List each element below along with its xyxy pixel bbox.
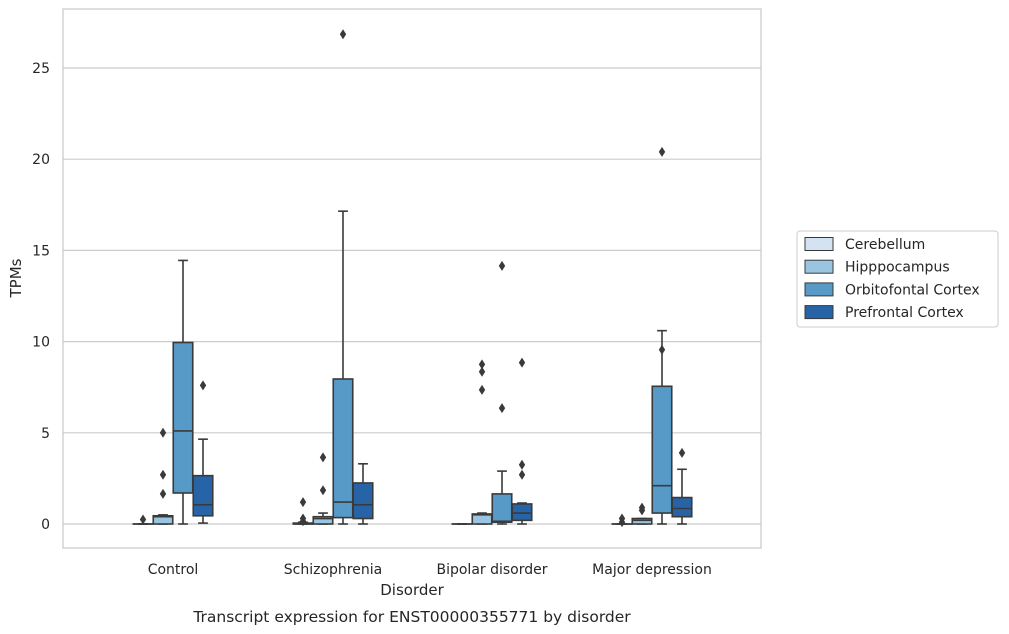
legend-swatch — [804, 259, 834, 274]
legend-item: Cerebellum — [804, 237, 925, 253]
box-series — [132, 29, 693, 528]
box-iqr — [491, 493, 513, 523]
chart-caption: Transcript expression for ENST0000035577… — [192, 608, 631, 626]
legend-item: Orbitofontal Cortex — [804, 282, 980, 298]
legend-label: Prefrontal Cortex — [845, 305, 964, 321]
outlier-point — [159, 427, 167, 438]
box — [511, 357, 533, 525]
outlier-point — [498, 403, 506, 414]
outlier-point — [618, 517, 626, 528]
y-tick-label: 10 — [32, 335, 50, 351]
x-tick-label: Major depression — [592, 562, 712, 578]
box-iqr — [152, 514, 174, 525]
box-iqr — [352, 482, 374, 520]
box — [651, 146, 673, 525]
legend: Cerebellum Hipppocampus Orbitofontal Corte… — [796, 230, 999, 328]
series-prefrontal-cortex — [192, 357, 693, 525]
legend-label: Hipppocampus — [845, 260, 950, 276]
box-iqr — [172, 341, 194, 494]
box — [152, 427, 174, 525]
box-iqr — [651, 385, 673, 514]
outlier-point — [319, 485, 327, 496]
x-axis-ticks: Control Schizophrenia Bipolar disorder Majo… — [148, 562, 712, 578]
outlier-point — [478, 359, 486, 370]
legend-swatch — [804, 305, 834, 320]
y-tick-label: 25 — [32, 61, 50, 77]
outlier-point — [678, 447, 686, 458]
outlier-point — [319, 452, 327, 463]
box — [491, 260, 513, 525]
outlier-point — [658, 344, 666, 355]
y-tick-label: 20 — [32, 152, 50, 168]
legend-item: Hipppocampus — [804, 259, 950, 276]
box — [312, 452, 334, 525]
box — [471, 359, 493, 525]
outlier-point — [159, 488, 167, 499]
box — [172, 259, 194, 525]
legend-item: Prefrontal Cortex — [804, 305, 964, 321]
x-tick-label: Schizophrenia — [284, 562, 382, 578]
box-iqr — [332, 378, 354, 519]
x-tick-label: Control — [148, 562, 199, 578]
box-iqr — [511, 503, 533, 522]
outlier-point — [658, 146, 666, 157]
box — [192, 380, 214, 524]
outlier-point — [518, 357, 526, 368]
box — [292, 497, 314, 527]
legend-label: Orbitofontal Cortex — [845, 282, 980, 298]
outlier-point — [518, 459, 526, 470]
outlier-point — [299, 497, 307, 508]
box — [611, 513, 633, 528]
legend-swatch — [804, 237, 834, 251]
box-iqr — [312, 515, 334, 525]
y-axis-title: TPMs — [7, 258, 25, 298]
box — [671, 447, 693, 525]
y-axis-ticks: 0 5 10 15 20 25 — [32, 61, 50, 533]
series-orbitofontal-cortex — [172, 29, 673, 525]
series-hipppocampus — [152, 359, 653, 525]
y-tick-label: 15 — [32, 243, 50, 259]
x-tick-label: Bipolar disorder — [436, 562, 547, 578]
outlier-point — [638, 505, 646, 516]
outlier-point — [518, 469, 526, 480]
outlier-point — [139, 514, 147, 525]
box-iqr — [631, 517, 653, 525]
x-axis-title: Disorder — [380, 581, 444, 599]
outlier-point — [498, 260, 506, 271]
outlier-point — [478, 366, 486, 377]
y-tick-label: 5 — [41, 426, 50, 442]
plot-area-frame — [62, 8, 762, 549]
legend-swatch — [804, 282, 834, 297]
legend-label: Cerebellum — [845, 237, 925, 253]
outlier-point — [299, 516, 307, 527]
legend-frame — [796, 230, 999, 328]
box — [132, 514, 154, 525]
outlier-point — [199, 380, 207, 391]
outlier-point — [339, 29, 347, 40]
box — [352, 463, 374, 525]
box — [332, 29, 354, 525]
outlier-point — [478, 384, 486, 395]
y-tick-label: 0 — [41, 517, 50, 533]
outlier-point — [159, 469, 167, 480]
box-iqr — [192, 474, 214, 517]
box-iqr — [671, 496, 693, 518]
box — [631, 502, 653, 525]
